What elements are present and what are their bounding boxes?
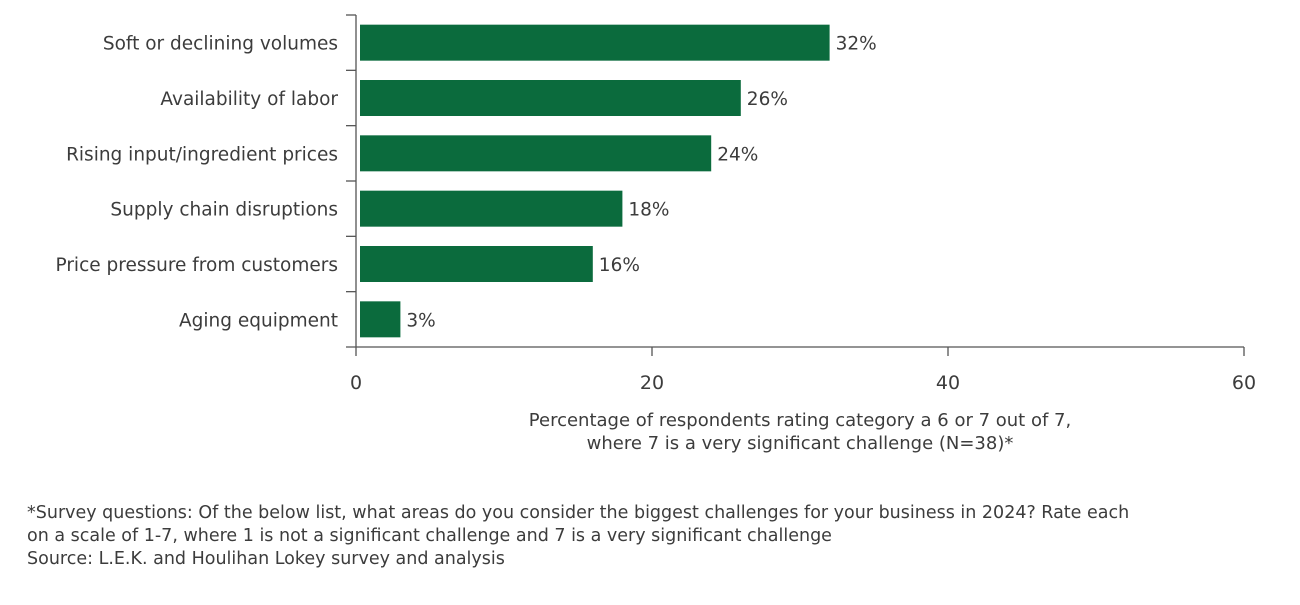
- data-label: 3%: [406, 310, 435, 331]
- category-label: Price pressure from customers: [56, 255, 339, 276]
- data-label: 16%: [599, 255, 640, 276]
- bar-0: [360, 24, 830, 61]
- category-label: Supply chain disruptions: [110, 200, 338, 221]
- x-tick-label: 40: [936, 372, 960, 394]
- category-label: Availability of labor: [160, 89, 338, 110]
- category-label: Aging equipment: [179, 310, 338, 331]
- category-label: Soft or declining volumes: [103, 34, 338, 55]
- bar-4: [360, 246, 593, 282]
- data-label: 18%: [628, 200, 669, 221]
- bar-1: [360, 80, 741, 116]
- x-tick-label: 60: [1232, 372, 1256, 394]
- bar-chart: 0 20 40 60 Soft or declining volumes 32% Avail…: [56, 14, 1256, 454]
- data-label: 32%: [836, 34, 877, 55]
- x-axis-title-line: where 7 is a very significant challenge …: [587, 433, 1014, 454]
- footnote-line-2: on a scale of 1-7, where 1 is not a sign…: [27, 526, 832, 546]
- x-axis-title-line: Percentage of respondents rating categor…: [529, 410, 1071, 431]
- footnote-line-1: *Survey questions: Of the below list, wh…: [27, 503, 1130, 523]
- source-note: Source: L.E.K. and Houlihan Lokey survey…: [27, 549, 505, 569]
- bar-2: [360, 135, 712, 172]
- category-label: Rising input/ingredient prices: [66, 144, 338, 165]
- bar-3: [360, 190, 623, 227]
- bar-5: [360, 301, 401, 338]
- x-tick-label: 0: [350, 372, 362, 394]
- data-label: 26%: [747, 89, 788, 110]
- data-label: 24%: [717, 144, 758, 165]
- x-tick-label: 20: [640, 372, 664, 394]
